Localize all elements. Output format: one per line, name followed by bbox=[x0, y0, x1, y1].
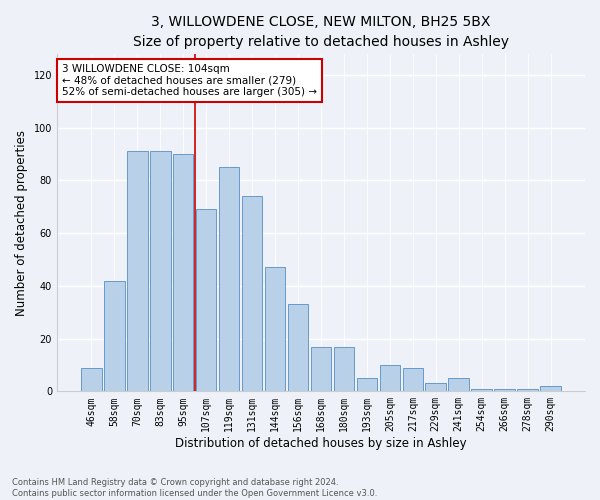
Bar bbox=[425, 384, 446, 392]
Bar bbox=[81, 368, 101, 392]
Bar bbox=[380, 365, 400, 392]
Bar bbox=[173, 154, 193, 392]
Bar bbox=[311, 346, 331, 392]
Bar bbox=[403, 368, 423, 392]
Bar bbox=[517, 388, 538, 392]
Bar bbox=[472, 388, 492, 392]
Bar bbox=[265, 268, 286, 392]
Bar bbox=[127, 152, 148, 392]
Bar bbox=[196, 210, 217, 392]
Bar bbox=[448, 378, 469, 392]
Bar bbox=[541, 386, 561, 392]
Bar bbox=[150, 152, 170, 392]
Y-axis label: Number of detached properties: Number of detached properties bbox=[15, 130, 28, 316]
Bar bbox=[219, 167, 239, 392]
Text: 3 WILLOWDENE CLOSE: 104sqm
← 48% of detached houses are smaller (279)
52% of sem: 3 WILLOWDENE CLOSE: 104sqm ← 48% of deta… bbox=[62, 64, 317, 97]
Bar bbox=[334, 346, 354, 392]
Title: 3, WILLOWDENE CLOSE, NEW MILTON, BH25 5BX
Size of property relative to detached : 3, WILLOWDENE CLOSE, NEW MILTON, BH25 5B… bbox=[133, 15, 509, 48]
Bar bbox=[104, 280, 125, 392]
X-axis label: Distribution of detached houses by size in Ashley: Distribution of detached houses by size … bbox=[175, 437, 467, 450]
Bar bbox=[287, 304, 308, 392]
Text: Contains HM Land Registry data © Crown copyright and database right 2024.
Contai: Contains HM Land Registry data © Crown c… bbox=[12, 478, 377, 498]
Bar bbox=[242, 196, 262, 392]
Bar bbox=[494, 388, 515, 392]
Bar bbox=[356, 378, 377, 392]
